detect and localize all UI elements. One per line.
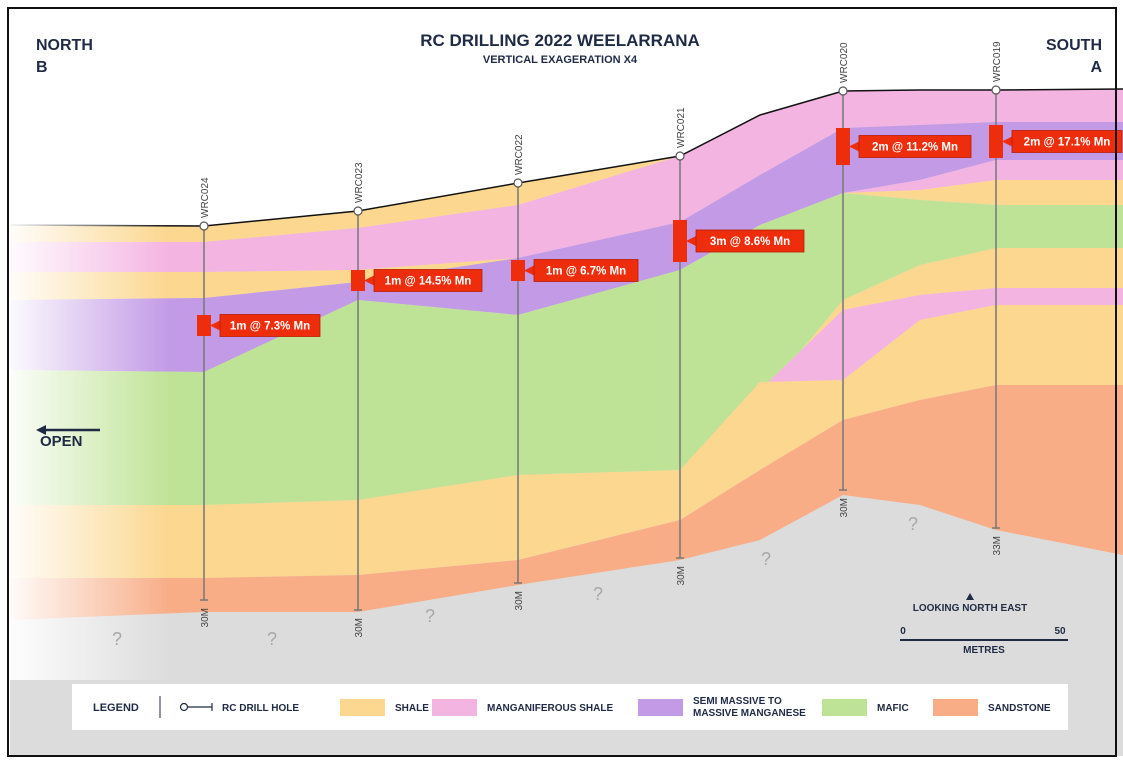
legend-swatch [822, 699, 867, 716]
unknown-marker: ? [908, 514, 918, 534]
hole-depth: 30M [676, 566, 687, 585]
orientation-label: LOOKING NORTH EAST [913, 603, 1027, 614]
intercept-bar [673, 220, 687, 262]
left-section: B [36, 59, 48, 76]
legend-swatch [340, 699, 385, 716]
unknown-marker: ? [761, 549, 771, 569]
left-fade [10, 200, 170, 680]
hole-name: WRC020 [839, 42, 850, 83]
intercept-label: 2m @ 11.2% Mn [872, 142, 958, 154]
unknown-marker: ? [425, 606, 435, 626]
subtitle: VERTICAL EXAGERATION X4 [483, 54, 638, 66]
intercept-bar [836, 128, 850, 165]
legend: LEGEND RC DRILL HOLE SHALE MANGANIFEROUS S… [72, 684, 1068, 730]
legend-label: SEMI MASSIVE TO [693, 696, 782, 707]
hole-depth: 30M [514, 591, 525, 610]
scale-start: 0 [900, 626, 906, 637]
legend-label: RC DRILL HOLE [222, 703, 299, 714]
open-label: OPEN [40, 433, 83, 450]
unknown-marker: ? [112, 629, 122, 649]
legend-label: SANDSTONE [988, 703, 1051, 714]
hole-depth: 30M [354, 618, 365, 637]
legend-swatch [432, 699, 477, 716]
legend-swatch [933, 699, 978, 716]
intercept-bar [511, 260, 525, 281]
hole-depth: 30M [839, 498, 850, 517]
hole-name: WRC024 [200, 177, 211, 218]
unknown-marker: ? [593, 584, 603, 604]
unknown-marker: ? [267, 629, 277, 649]
scale-unit: METRES [963, 645, 1005, 656]
intercept-label: 1m @ 6.7% Mn [546, 266, 626, 278]
hole-name: WRC021 [676, 107, 687, 148]
legend-title: LEGEND [93, 702, 139, 714]
legend-label: MAFIC [877, 703, 909, 714]
hole-name: WRC023 [354, 162, 365, 203]
cross-section: WRC024 30M 1m @ 7.3% Mn WRC023 30M 1m @ 14.5%… [0, 0, 1123, 764]
hole-collar [514, 179, 522, 187]
legend-swatch [638, 699, 683, 716]
hole-depth: 30M [200, 608, 211, 627]
hole-collar [676, 152, 684, 160]
legend-label: MASSIVE MANGANESE [693, 708, 806, 719]
scale-end: 50 [1054, 626, 1066, 637]
hole-collar [354, 207, 362, 215]
hole-collar [992, 86, 1000, 94]
intercept-label: 1m @ 14.5% Mn [385, 276, 472, 288]
hole-collar [200, 222, 208, 230]
intercept-label: 3m @ 8.6% Mn [710, 236, 790, 248]
hole-name: WRC022 [514, 134, 525, 175]
legend-label: MANGANIFEROUS SHALE [487, 703, 613, 714]
intercept-bar [351, 270, 365, 291]
hole-name: WRC019 [992, 41, 1003, 82]
legend-label: SHALE [395, 703, 429, 714]
right-section: A [1090, 59, 1102, 76]
hole-depth: 33M [992, 536, 1003, 555]
hole-collar [839, 87, 847, 95]
legend-hole-collar [181, 704, 188, 711]
intercept-label: 1m @ 7.3% Mn [230, 321, 310, 333]
intercept-bar [989, 125, 1003, 158]
left-direction: NORTH [36, 37, 93, 54]
title: RC DRILLING 2022 WEELARRANA [420, 31, 700, 50]
intercept-label: 2m @ 17.1% Mn [1024, 137, 1111, 149]
intercept-bar [197, 315, 211, 336]
right-direction: SOUTH [1046, 37, 1102, 54]
